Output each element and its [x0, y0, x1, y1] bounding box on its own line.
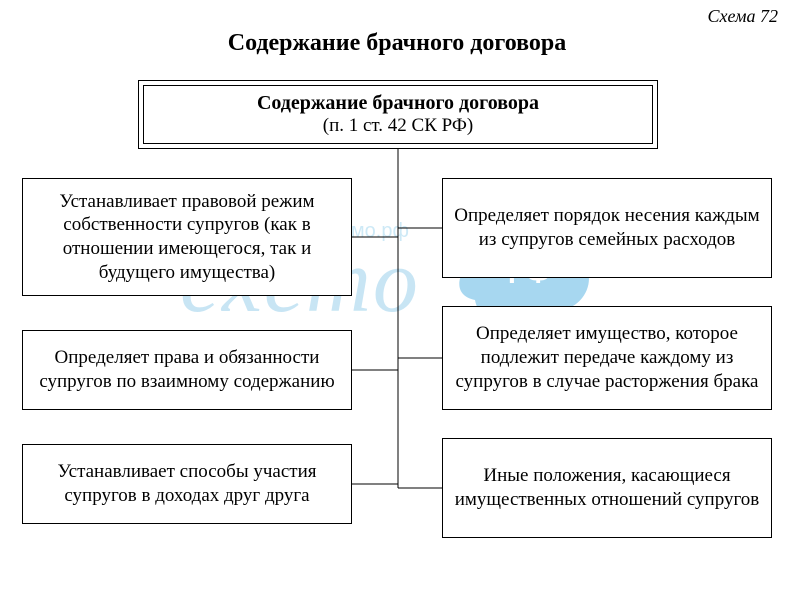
child-text: Устанавливает правовой режим собственнос…	[31, 190, 343, 285]
child-text: Определяет имущество, которое подлежит п…	[451, 322, 763, 393]
child-node: Устанавливает правовой режим собственнос…	[22, 178, 352, 296]
child-node: Иные положения, касающиеся имущественных…	[442, 438, 772, 538]
child-node: Определяет имущество, которое подлежит п…	[442, 306, 772, 410]
root-subtitle: (п. 1 ст. 42 СК РФ)	[154, 115, 642, 137]
page-title: Содержание брачного договора	[0, 30, 794, 57]
child-node: Устанавливает способы участия супругов в…	[22, 444, 352, 524]
root-node: Содержание брачного договора (п. 1 ст. 4…	[138, 80, 658, 149]
child-text: Определяет порядок несения каждым из суп…	[451, 204, 763, 252]
schema-label: Схема 72	[707, 6, 778, 27]
child-node: Определяет порядок несения каждым из суп…	[442, 178, 772, 278]
child-text: Определяет права и обязанности супругов …	[31, 346, 343, 394]
root-title: Содержание брачного договора	[154, 92, 642, 115]
child-text: Устанавливает способы участия супругов в…	[31, 460, 343, 508]
child-node: Определяет права и обязанности супругов …	[22, 330, 352, 410]
child-text: Иные положения, касающиеся имущественных…	[451, 464, 763, 512]
